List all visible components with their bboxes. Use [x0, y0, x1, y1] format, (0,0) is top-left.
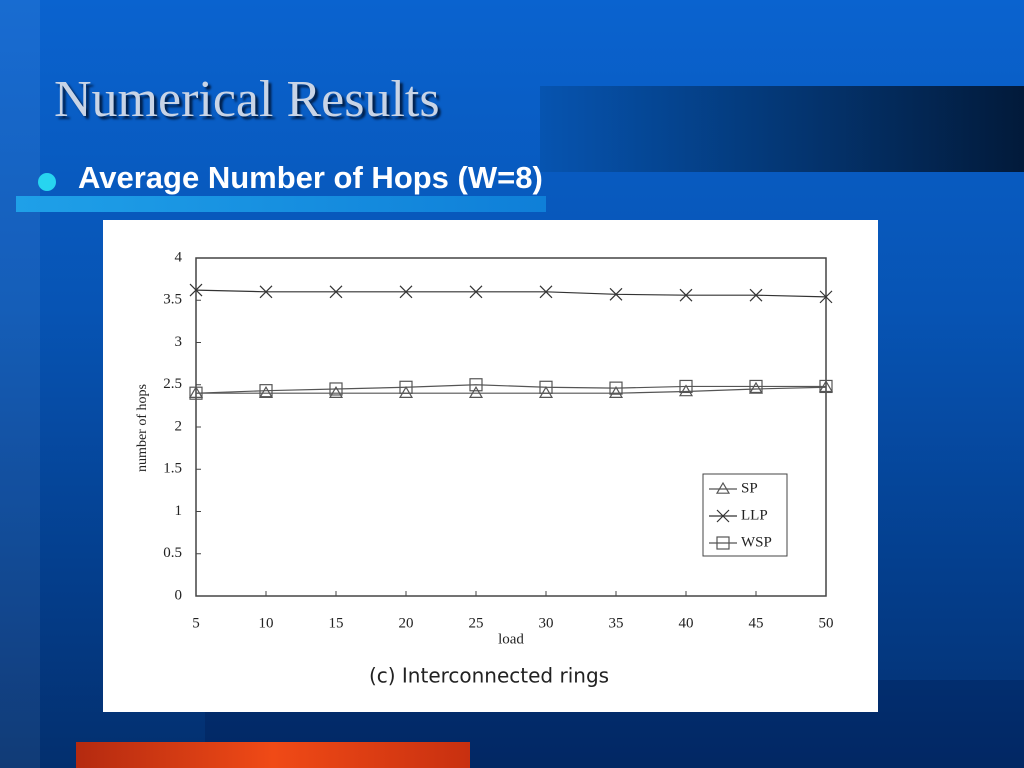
marker	[329, 382, 343, 396]
marker	[609, 381, 623, 395]
series-line	[195, 289, 827, 298]
cyan-bar	[16, 196, 546, 212]
y-tick-label: 0	[175, 587, 183, 603]
marker	[328, 386, 344, 398]
legend-label: LLP	[741, 507, 768, 523]
chart-background	[103, 220, 878, 712]
x-tick-label: 5	[192, 615, 200, 631]
y-tick-label: 2	[175, 418, 183, 434]
legend-marker	[715, 481, 731, 494]
y-tick-label: 3.5	[163, 292, 182, 308]
y-tick-label: 2.5	[163, 376, 182, 392]
light-stripe	[0, 0, 40, 768]
series-line	[196, 386, 827, 394]
chart-caption: (c) Interconnected rings	[369, 664, 609, 688]
slide-title: Numerical Results	[54, 71, 440, 128]
marker	[189, 386, 203, 400]
marker	[538, 386, 554, 398]
x-tick-label: 30	[539, 615, 554, 631]
x-tick-label: 25	[469, 615, 484, 631]
marker	[469, 378, 483, 392]
marker	[259, 384, 273, 398]
y-tick-label: 1.5	[163, 461, 182, 477]
marker	[609, 287, 623, 301]
marker	[679, 379, 693, 394]
chart: load number of hops (c) Interconnected r…	[103, 220, 878, 712]
marker	[398, 386, 414, 398]
marker	[749, 379, 763, 394]
y-tick-label: 4	[175, 249, 183, 265]
marker	[399, 285, 413, 299]
legend-label: WSP	[741, 534, 772, 550]
marker	[469, 285, 483, 299]
x-tick-label: 40	[679, 615, 694, 631]
marker	[189, 283, 203, 297]
y-axis-label: number of hops	[135, 384, 150, 472]
marker	[258, 386, 274, 398]
orange-bar	[76, 742, 470, 768]
x-tick-label: 50	[819, 615, 834, 631]
dark-band	[540, 86, 1024, 172]
marker	[539, 285, 553, 299]
x-axis-label: load	[498, 631, 524, 647]
y-tick-label: 0.5	[163, 545, 182, 561]
marker	[539, 380, 553, 394]
x-tick-label: 20	[399, 615, 414, 631]
marker	[468, 386, 484, 398]
x-tick-label: 15	[329, 615, 344, 631]
legend-marker	[716, 536, 730, 550]
x-tick-label: 10	[259, 615, 274, 631]
bullet-dot	[38, 173, 56, 191]
marker	[188, 386, 204, 398]
marker	[259, 285, 273, 299]
bullet-text: Average Number of Hops (W=8)	[78, 160, 543, 195]
marker	[329, 285, 343, 299]
x-tick-label: 35	[609, 615, 624, 631]
marker	[819, 379, 833, 394]
marker	[819, 290, 833, 304]
marker	[749, 288, 763, 302]
x-tick-label: 45	[749, 615, 764, 631]
marker	[678, 384, 694, 397]
marker	[608, 386, 624, 398]
y-tick-label: 1	[175, 503, 183, 519]
legend-label: SP	[741, 480, 758, 496]
marker	[679, 288, 693, 302]
marker	[399, 380, 413, 394]
y-tick-label: 3	[175, 334, 183, 350]
legend-marker	[716, 509, 730, 523]
series-line	[195, 384, 826, 394]
marker	[748, 381, 764, 394]
